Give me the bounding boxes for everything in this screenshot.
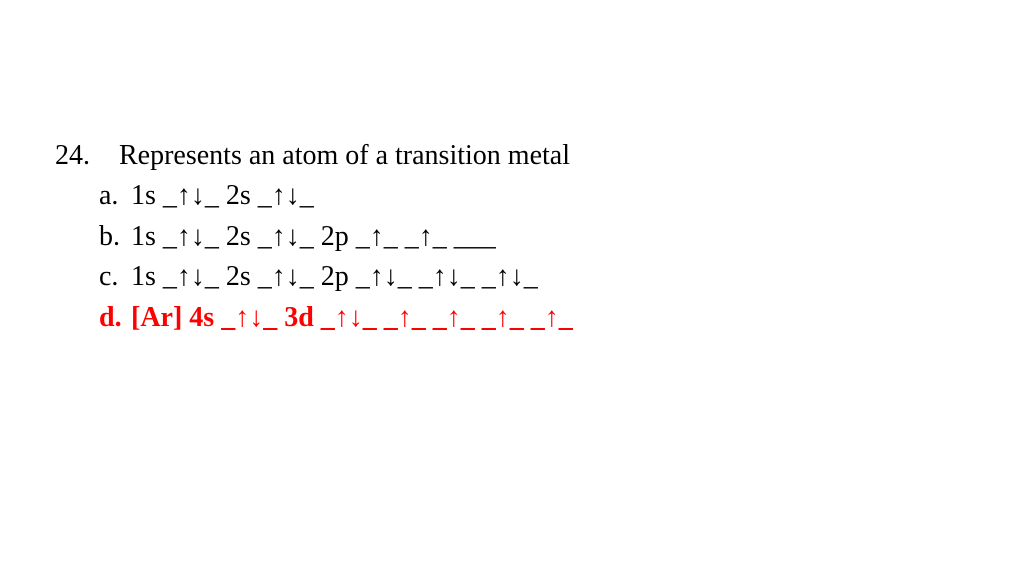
question-line: 24. Represents an atom of a transition m… — [55, 140, 573, 172]
options-list: a.1s _↑↓_ 2s _↑↓_b.1s _↑↓_ 2s _↑↓_ 2p _↑… — [55, 176, 573, 338]
option-label: d. — [99, 298, 131, 339]
option-config: [Ar] 4s _↑↓_ 3d _↑↓_ _↑_ _↑_ _↑_ _↑_ — [131, 298, 573, 339]
question-number: 24. — [55, 140, 115, 172]
option-label: b. — [99, 217, 131, 258]
option-label: a. — [99, 176, 131, 217]
option-row: d.[Ar] 4s _↑↓_ 3d _↑↓_ _↑_ _↑_ _↑_ _↑_ — [99, 298, 573, 339]
option-config: 1s _↑↓_ 2s _↑↓_ 2p _↑↓_ _↑↓_ _↑↓_ — [131, 257, 538, 298]
option-config: 1s _↑↓_ 2s _↑↓_ — [131, 176, 314, 217]
question-block: 24. Represents an atom of a transition m… — [55, 140, 573, 338]
option-row: b.1s _↑↓_ 2s _↑↓_ 2p _↑_ _↑_ ___ — [99, 217, 573, 258]
option-label: c. — [99, 257, 131, 298]
option-row: a.1s _↑↓_ 2s _↑↓_ — [99, 176, 573, 217]
option-config: 1s _↑↓_ 2s _↑↓_ 2p _↑_ _↑_ ___ — [131, 217, 496, 258]
question-text: Represents an atom of a transition metal — [119, 140, 570, 172]
option-row: c.1s _↑↓_ 2s _↑↓_ 2p _↑↓_ _↑↓_ _↑↓_ — [99, 257, 573, 298]
